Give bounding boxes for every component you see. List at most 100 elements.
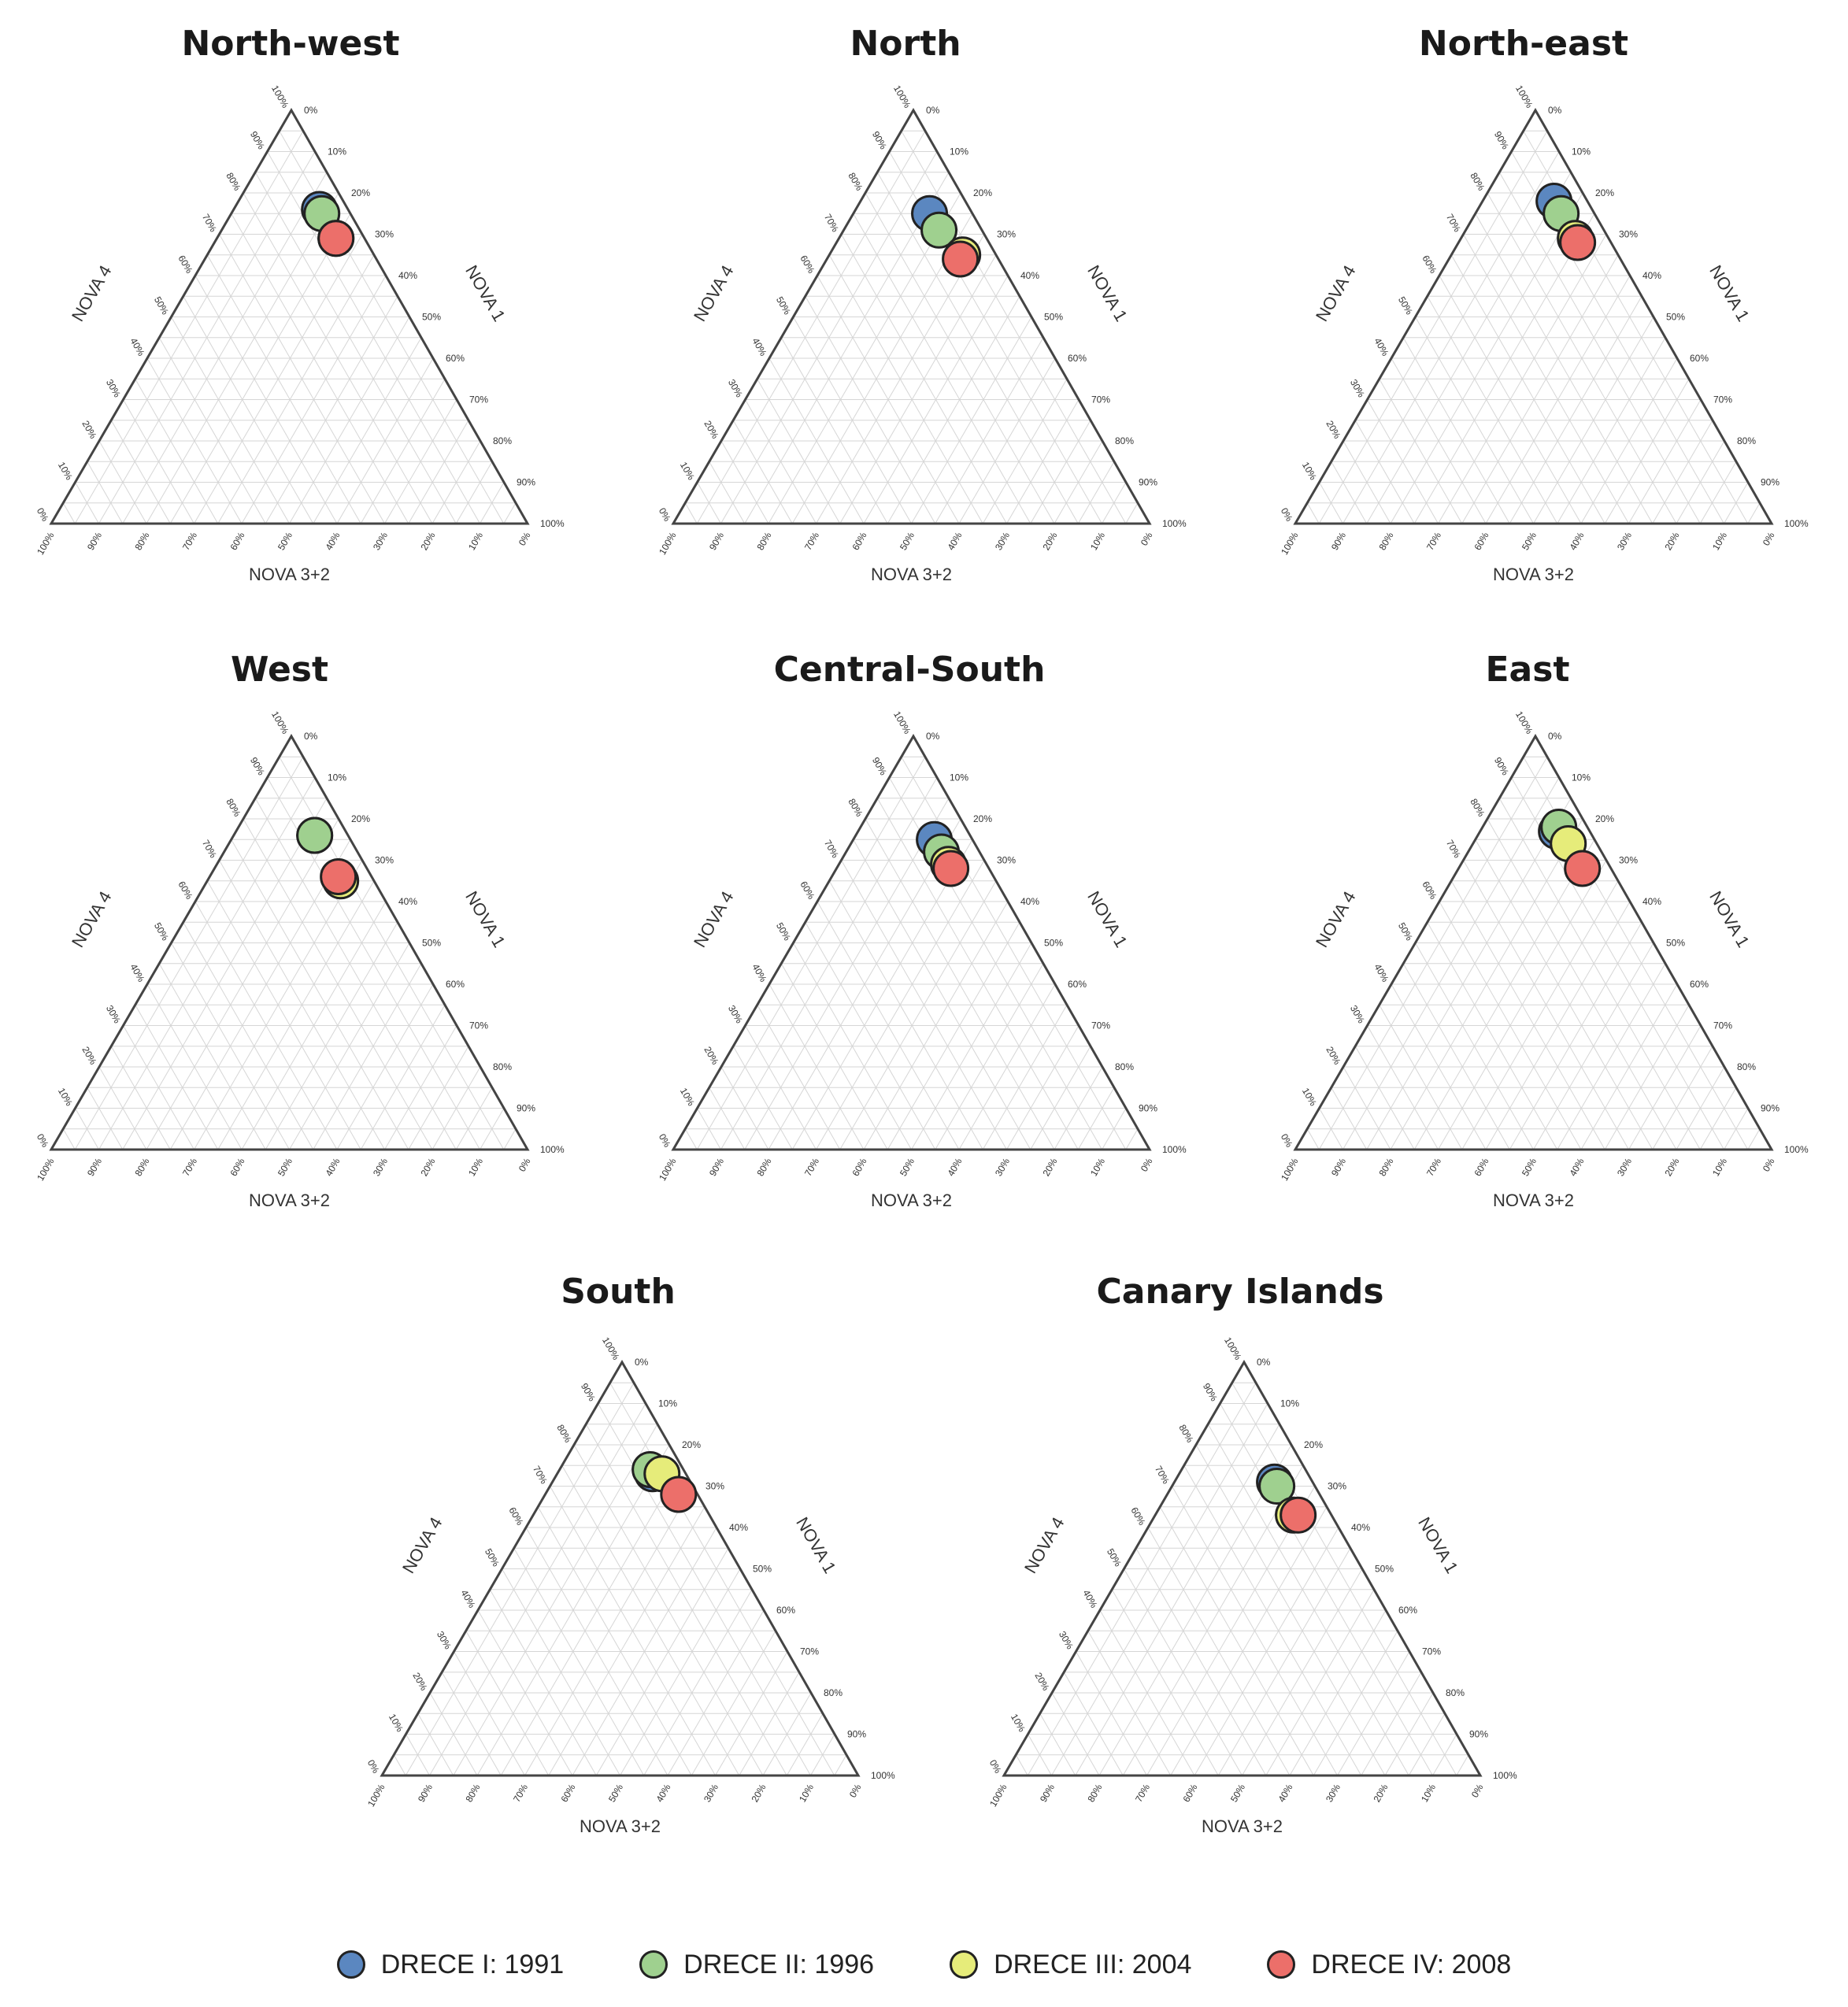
tick-label-nova4: 90%: [1492, 755, 1511, 777]
grid-line: [1415, 942, 1534, 1150]
tick-label-nova1: 70%: [1422, 1646, 1441, 1657]
grid-line: [876, 172, 1079, 524]
tick-label-nova4: 0%: [657, 505, 673, 523]
tick-label-nova32: 50%: [1520, 530, 1539, 552]
tick-label-nova32: 20%: [749, 1782, 768, 1804]
tick-label-nova4: 20%: [702, 1045, 720, 1067]
grid-line: [360, 1004, 446, 1150]
grid-line: [74, 756, 304, 1150]
legend-swatch-drece-i: [336, 1950, 365, 1979]
grid-line: [1051, 1692, 1100, 1776]
tick-label-nova32: 60%: [850, 530, 868, 552]
grid-line: [279, 757, 505, 1150]
grid-line: [1030, 1046, 1091, 1150]
grid-line: [1724, 482, 1749, 524]
tick-label-nova4: 60%: [1420, 254, 1439, 276]
grid-line: [1366, 798, 1572, 1150]
axis-title-nova32: NOVA 3+2: [1493, 565, 1574, 584]
tick-label-nova4: 0%: [1279, 505, 1295, 523]
tick-label-nova1: 10%: [1572, 146, 1591, 157]
chart-title-north-east: North-east: [1419, 24, 1628, 64]
tick-label-nova1: 60%: [1068, 353, 1087, 364]
grid-line: [709, 1087, 746, 1150]
grid-line: [1676, 1066, 1725, 1150]
tick-label-nova1: 40%: [1020, 896, 1039, 907]
grid-line: [537, 1506, 692, 1776]
tick-label-nova32: 30%: [1615, 530, 1634, 552]
tick-label-nova4: 100%: [1222, 1335, 1244, 1362]
grid-line: [1306, 1128, 1320, 1150]
tick-label-nova1: 30%: [375, 229, 394, 240]
grid-line: [279, 131, 505, 524]
tick-label-nova4: 60%: [506, 1505, 525, 1527]
tick-label-nova1: 20%: [351, 813, 370, 824]
tick-label-nova4: 40%: [1080, 1588, 1099, 1610]
chart-title-west: West: [231, 650, 328, 690]
grid-line: [1367, 399, 1439, 524]
data-point-drece-iv-2008: [660, 1476, 698, 1513]
grid-line: [839, 254, 997, 524]
tick-label-nova4: 20%: [80, 419, 98, 441]
grid-line: [110, 420, 171, 524]
grid-line: [289, 317, 410, 524]
grid-line: [171, 942, 290, 1150]
grid-line: [231, 213, 409, 524]
data-point-drece-iv-2008: [942, 240, 980, 278]
tick-label-nova1: 10%: [950, 146, 968, 157]
grid-line: [745, 399, 817, 524]
grid-line: [757, 379, 841, 524]
tick-label-nova4: 80%: [224, 797, 243, 819]
grid-line: [1475, 213, 1654, 524]
tick-label-nova1: 50%: [753, 1564, 772, 1575]
tick-label-nova32: 20%: [418, 1156, 437, 1178]
tick-label-nova32: 70%: [1424, 530, 1443, 552]
tick-label-nova4: 60%: [1128, 1505, 1147, 1527]
tick-label-nova1: 70%: [469, 394, 488, 405]
tick-label-nova4: 0%: [365, 1757, 382, 1775]
tick-label-nova1: 80%: [493, 435, 512, 446]
tick-label-nova4: 70%: [531, 1464, 550, 1486]
tick-label-nova1: 100%: [540, 1144, 565, 1155]
grid-line: [853, 839, 1031, 1150]
tick-label-nova32: 20%: [1040, 530, 1059, 552]
grid-line: [1027, 1382, 1257, 1776]
grid-line: [805, 922, 936, 1150]
grid-line: [1006, 1025, 1080, 1150]
grid-line: [1533, 942, 1654, 1150]
tick-label-nova4: 10%: [1300, 1086, 1319, 1108]
tick-label-nova4: 70%: [1444, 838, 1463, 860]
tick-label-nova32: 60%: [1180, 1782, 1199, 1804]
tick-label-nova4: 60%: [798, 879, 817, 902]
tick-label-nova4: 40%: [1372, 336, 1391, 358]
tick-label-nova1: 10%: [950, 772, 968, 783]
grid-line: [1102, 482, 1127, 524]
legend-swatch-drece-iii: [950, 1950, 979, 1979]
tick-label-nova32: 100%: [657, 530, 679, 557]
grid-line: [1699, 461, 1737, 524]
grid-line: [757, 1005, 841, 1150]
grid-line: [1111, 1589, 1219, 1776]
grid-line: [289, 942, 410, 1150]
tick-label-nova1: 20%: [1595, 813, 1614, 824]
grid-line: [1402, 963, 1510, 1150]
tick-label-nova32: 100%: [1279, 1156, 1301, 1183]
grid-line: [431, 440, 481, 524]
tick-label-nova4: 90%: [248, 129, 267, 151]
tick-label-nova1: 30%: [997, 229, 1016, 240]
grid-line: [810, 1734, 835, 1776]
grid-line: [691, 1630, 776, 1776]
legend: DRECE I: 1991 DRECE II: 1996 DRECE III: …: [0, 1937, 1848, 1992]
grid-line: [171, 317, 290, 524]
grid-line: [684, 502, 698, 524]
tick-label-nova4: 10%: [678, 1086, 697, 1108]
data-point-drece-iv-2008: [1559, 224, 1597, 261]
tick-label-nova32: 20%: [1662, 1156, 1681, 1178]
grid-line: [720, 1066, 769, 1150]
data-point-drece-iv-2008: [317, 220, 355, 257]
grid-line: [780, 963, 888, 1150]
tick-label-nova4: 50%: [1396, 294, 1415, 317]
grid-line: [455, 461, 493, 524]
grid-line: [1076, 1651, 1147, 1776]
axis-title-nova32: NOVA 3+2: [580, 1816, 661, 1836]
grid-line: [1063, 1672, 1124, 1776]
